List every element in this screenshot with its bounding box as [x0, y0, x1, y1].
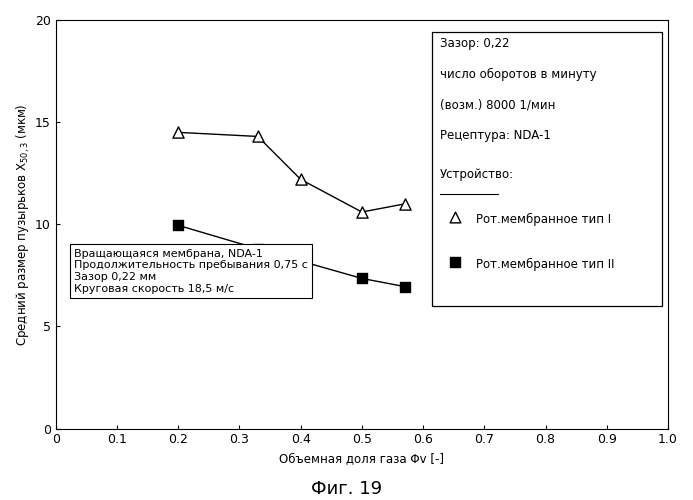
- Point: [399, 200, 410, 208]
- X-axis label: Объемная доля газа Φv [-]: Объемная доля газа Φv [-]: [279, 452, 444, 465]
- Text: (возм.) 8000 1/мин: (возм.) 8000 1/мин: [439, 98, 555, 112]
- Point: [252, 132, 263, 140]
- Text: Рот.мембранное тип I: Рот.мембранное тип I: [476, 213, 611, 226]
- Point: [356, 274, 367, 282]
- FancyBboxPatch shape: [432, 32, 662, 306]
- Text: Вращающаяся мембрана, NDA-1
Продолжительность пребывания 0,75 с
Зазор 0,22 мм
Кр: Вращающаяся мембрана, NDA-1 Продолжитель…: [74, 249, 308, 294]
- Point: [173, 128, 184, 136]
- Text: Зазор: 0,22: Зазор: 0,22: [439, 37, 509, 50]
- Point: [295, 176, 306, 184]
- Text: Фиг. 19: Фиг. 19: [311, 480, 382, 498]
- Point: [399, 282, 410, 290]
- Point: [450, 414, 461, 422]
- Text: Рецептура: NDA-1: Рецептура: NDA-1: [439, 129, 550, 142]
- Text: число оборотов в минуту: число оборотов в минуту: [439, 68, 596, 81]
- Y-axis label: Средний размер пузырьков X$_{50,3}$ (мкм): Средний размер пузырьков X$_{50,3}$ (мкм…: [15, 103, 32, 346]
- Point: [173, 222, 184, 230]
- Point: [450, 416, 461, 424]
- Text: Устройство:: Устройство:: [439, 168, 514, 181]
- Text: Рот.мембранное тип II: Рот.мембранное тип II: [476, 258, 615, 271]
- Point: [356, 208, 367, 216]
- Point: [252, 245, 263, 253]
